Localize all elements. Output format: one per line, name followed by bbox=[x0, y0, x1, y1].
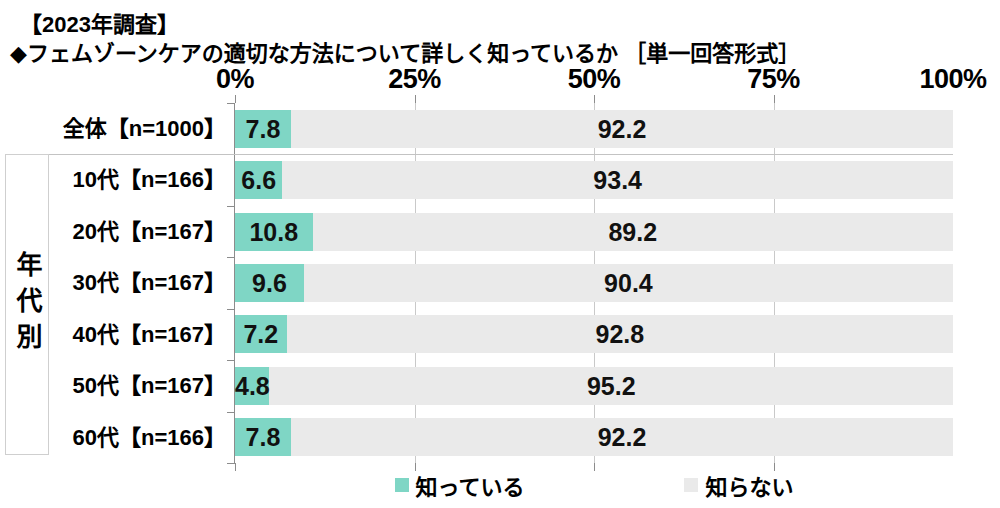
axis-tick-label: 50% bbox=[568, 64, 621, 95]
value-label-known: 7.8 bbox=[235, 110, 291, 148]
category-tick bbox=[227, 412, 235, 413]
age-group-box: 年代別 bbox=[5, 154, 49, 455]
category-tick bbox=[227, 309, 235, 310]
chart-legend: 知っている 知らない bbox=[235, 469, 953, 501]
category-tick bbox=[227, 463, 235, 464]
value-label-known: 7.8 bbox=[235, 418, 291, 456]
legend-swatch bbox=[684, 478, 698, 492]
axis-tick-label: 25% bbox=[388, 64, 441, 95]
value-label-unknown: 92.8 bbox=[287, 315, 953, 353]
axis-tick-label: 0% bbox=[216, 64, 254, 95]
value-label-unknown: 92.2 bbox=[291, 110, 953, 148]
age-group-label: 年代別 bbox=[14, 251, 40, 359]
category-tick bbox=[227, 206, 235, 207]
value-axis: 0% 25% 50% 75% 100% bbox=[0, 64, 1000, 96]
category-label: 全体【n=1000】 bbox=[0, 103, 226, 154]
legend-label: 知らない bbox=[705, 469, 793, 501]
value-label-unknown: 92.2 bbox=[291, 418, 953, 456]
legend-item: 知っている bbox=[395, 469, 525, 501]
value-label-known: 10.8 bbox=[235, 213, 313, 251]
chart-subtitle: ◆フェムゾーンケアの適切な方法について詳しく知っているか ［単一回答形式］ bbox=[10, 35, 800, 67]
value-label-known: 9.6 bbox=[235, 264, 304, 302]
plot-area: 7.892.26.693.410.889.29.690.47.292.84.89… bbox=[235, 103, 953, 463]
group-separator-line bbox=[5, 154, 953, 155]
value-label-unknown: 90.4 bbox=[304, 264, 953, 302]
value-label-unknown: 89.2 bbox=[313, 213, 953, 251]
top-tick bbox=[415, 95, 416, 103]
top-tick bbox=[235, 95, 236, 103]
chart-title: 【2023年調査】 bbox=[20, 6, 179, 38]
legend-item: 知らない bbox=[684, 469, 793, 501]
axis-tick-label: 100% bbox=[919, 64, 986, 95]
category-tick bbox=[227, 257, 235, 258]
value-label-unknown: 93.4 bbox=[282, 161, 953, 199]
top-tick bbox=[594, 95, 595, 103]
value-label-unknown: 95.2 bbox=[269, 367, 953, 405]
category-tick bbox=[227, 360, 235, 361]
legend-swatch bbox=[395, 478, 409, 492]
value-label-known: 7.2 bbox=[235, 315, 287, 353]
top-tick bbox=[774, 95, 775, 103]
survey-chart: 【2023年調査】 ◆フェムゾーンケアの適切な方法について詳しく知っているか ［… bbox=[0, 0, 1000, 508]
legend-label: 知っている bbox=[416, 469, 525, 501]
category-tick bbox=[227, 103, 235, 104]
value-label-known: 6.6 bbox=[235, 161, 282, 199]
value-label-known: 4.8 bbox=[235, 367, 269, 405]
axis-tick-label: 75% bbox=[747, 64, 800, 95]
